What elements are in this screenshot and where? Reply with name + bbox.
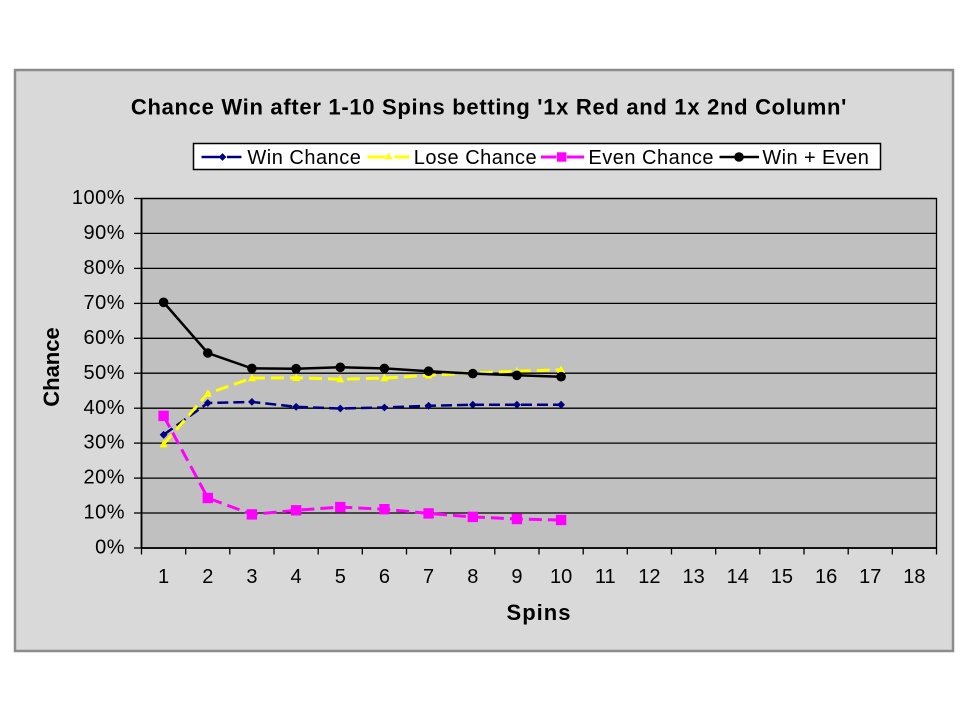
svg-text:17: 17	[859, 566, 881, 588]
svg-text:6: 6	[379, 566, 390, 588]
svg-text:16: 16	[815, 566, 837, 588]
svg-text:80%: 80%	[83, 257, 125, 279]
svg-text:Win + Even: Win + Even	[762, 147, 869, 169]
svg-text:14: 14	[727, 566, 749, 588]
svg-text:1: 1	[158, 566, 169, 588]
svg-text:Spins: Spins	[507, 600, 572, 625]
svg-text:40%: 40%	[83, 397, 125, 419]
svg-text:15: 15	[771, 566, 793, 588]
svg-text:70%: 70%	[83, 292, 125, 314]
svg-text:2: 2	[202, 566, 213, 588]
svg-text:10: 10	[550, 566, 572, 588]
svg-text:5: 5	[335, 566, 346, 588]
svg-text:3: 3	[246, 566, 257, 588]
svg-text:90%: 90%	[83, 222, 125, 244]
svg-text:20%: 20%	[83, 467, 125, 489]
svg-text:60%: 60%	[83, 327, 125, 349]
svg-text:100%: 100%	[72, 187, 125, 209]
svg-text:7: 7	[423, 566, 434, 588]
svg-text:4: 4	[291, 566, 302, 588]
svg-text:10%: 10%	[83, 502, 125, 524]
svg-text:8: 8	[467, 566, 478, 588]
svg-text:30%: 30%	[83, 432, 125, 454]
svg-text:12: 12	[638, 566, 660, 588]
svg-text:18: 18	[903, 566, 925, 588]
svg-text:Chance Win after 1-10 Spins be: Chance Win after 1-10 Spins betting '1x …	[131, 95, 847, 120]
svg-text:13: 13	[682, 566, 704, 588]
svg-text:Win Chance: Win Chance	[247, 147, 361, 169]
svg-text:Lose Chance: Lose Chance	[414, 147, 537, 169]
svg-text:Chance: Chance	[39, 327, 64, 406]
svg-text:0%: 0%	[95, 537, 125, 559]
svg-text:11: 11	[595, 566, 616, 588]
svg-text:9: 9	[511, 566, 522, 588]
svg-text:Even Chance: Even Chance	[588, 147, 714, 169]
svg-text:50%: 50%	[83, 362, 125, 384]
